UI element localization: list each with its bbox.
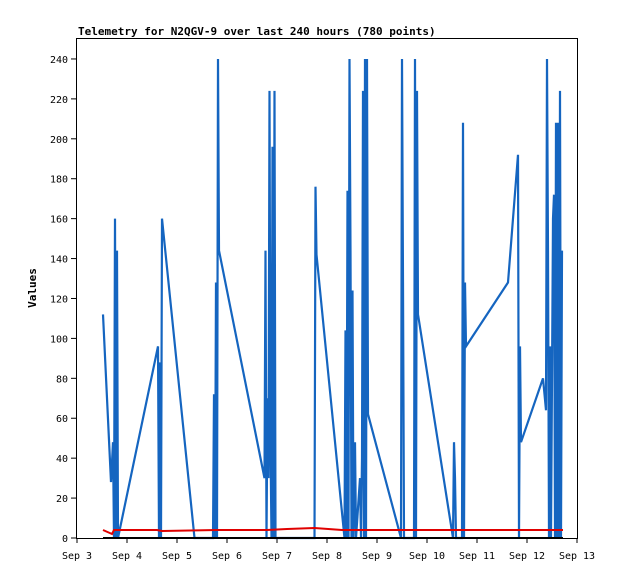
x-axis: Sep 3 Sep 4 Sep 5 Sep 6 Sep 7 Sep 8 Sep 9 Sep 1… bbox=[62, 538, 595, 562]
series-line-1 bbox=[102, 526, 563, 536]
x-tick-label: Sep 4 bbox=[112, 551, 142, 562]
y-tick-label: 60 bbox=[56, 414, 68, 425]
x-tick-label: Sep 7 bbox=[262, 551, 292, 562]
y-tick-label: 80 bbox=[56, 374, 68, 385]
x-tick-label: Sep 6 bbox=[212, 551, 242, 562]
x-tick-label: Sep 13 bbox=[559, 551, 595, 562]
x-tick-label: Sep 12 bbox=[509, 551, 545, 562]
y-tick-label: 100 bbox=[50, 334, 68, 345]
series-line-0 bbox=[101, 58, 564, 540]
y-tick-label: 180 bbox=[50, 175, 68, 186]
x-tick-label: Sep 3 bbox=[62, 551, 92, 562]
y-tick-label: 20 bbox=[56, 494, 68, 505]
y-tick-label: 160 bbox=[50, 215, 68, 226]
x-tick-label: Sep 5 bbox=[162, 551, 192, 562]
y-tick-label: 140 bbox=[50, 255, 68, 266]
x-tick-label: Sep 8 bbox=[312, 551, 342, 562]
y-tick-label: 240 bbox=[50, 55, 68, 66]
y-tick-label: 0 bbox=[62, 534, 68, 545]
y-axis: 0 20 40 60 80 100 120 140 160 180 200 220 240 bbox=[50, 55, 77, 545]
plot-area bbox=[101, 58, 564, 540]
y-axis-label: Values bbox=[26, 268, 39, 308]
chart-title: Telemetry for N2QGV-9 over last 240 hour… bbox=[78, 25, 436, 38]
y-tick-label: 200 bbox=[50, 135, 68, 146]
y-tick-label: 220 bbox=[50, 95, 68, 106]
plot-frame bbox=[76, 38, 578, 539]
y-tick-label: 120 bbox=[50, 294, 68, 305]
y-tick-label: 40 bbox=[56, 454, 68, 465]
x-tick-label: Sep 10 bbox=[409, 551, 445, 562]
x-tick-label: Sep 11 bbox=[459, 551, 495, 562]
x-tick-label: Sep 9 bbox=[362, 551, 392, 562]
